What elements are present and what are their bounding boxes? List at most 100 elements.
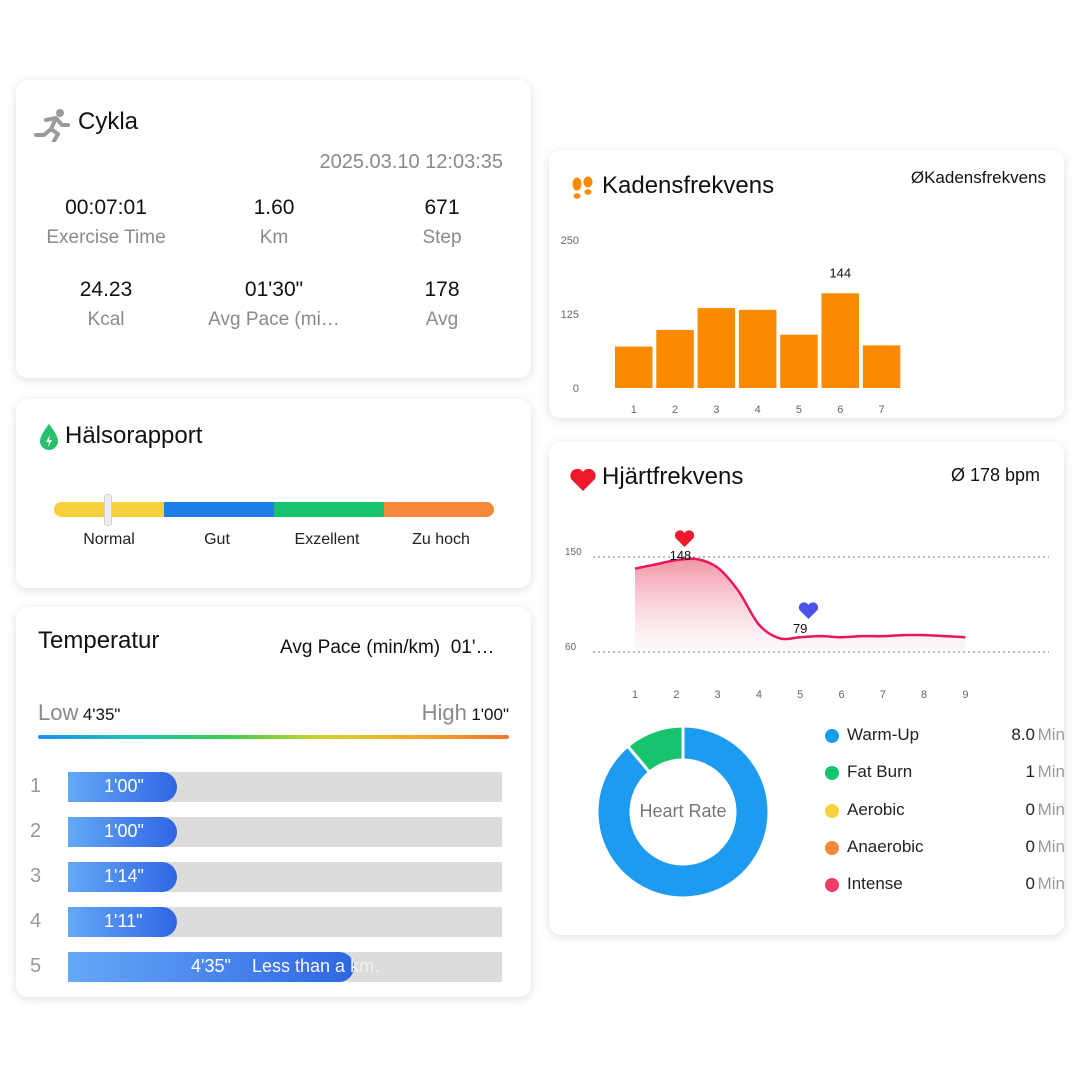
temperature-card: Temperatur Avg Pace (min/km) 01'… Low 4'… bbox=[16, 607, 531, 997]
stat-value: 1.60 bbox=[253, 196, 295, 219]
footsteps-icon bbox=[572, 176, 593, 199]
x-tick-label: 5 bbox=[796, 404, 802, 415]
cadence-bar bbox=[780, 334, 818, 388]
x-tick-label: 2 bbox=[673, 689, 679, 701]
stat-label: Avg bbox=[425, 309, 459, 330]
x-tick-label: 2 bbox=[672, 404, 678, 415]
x-tick-label: 6 bbox=[837, 404, 843, 415]
split-note: Less than a km. bbox=[252, 956, 380, 976]
zone-value: 0 bbox=[1025, 799, 1035, 819]
heart-rate-title: Hjärtfrekvens bbox=[602, 463, 744, 490]
workout-summary-card: Cykla 2025.03.10 12:03:35 00:07:01 Exerc… bbox=[16, 80, 531, 378]
zone-value: 1 bbox=[1025, 762, 1035, 782]
zone-name: Intense bbox=[847, 874, 903, 894]
health-title: Hälsorapport bbox=[65, 422, 203, 449]
pace-gradient-bar bbox=[38, 735, 509, 739]
zone-row: Fat Burn 1 Min bbox=[825, 761, 1065, 785]
split-index: 5 bbox=[30, 955, 42, 977]
low-label: Low 4'35" bbox=[38, 700, 120, 726]
heart-rate-line bbox=[634, 557, 966, 641]
donut-slice bbox=[595, 724, 771, 900]
stat-label: Avg Pace (mi… bbox=[208, 309, 340, 330]
split-index: 2 bbox=[30, 820, 42, 842]
min-heart-icon bbox=[798, 602, 819, 619]
workout-datetime: 2025.03.10 12:03:35 bbox=[319, 151, 503, 173]
split-value: 1'14" bbox=[104, 866, 144, 886]
x-tick-label: 7 bbox=[878, 404, 884, 415]
split-index: 4 bbox=[30, 910, 42, 932]
cadence-bar bbox=[656, 329, 694, 388]
zone-name: Fat Burn bbox=[847, 762, 913, 782]
split-bar bbox=[68, 817, 177, 847]
x-tick-label: 1 bbox=[632, 689, 638, 701]
high-value: 1'00" bbox=[471, 705, 509, 724]
high-text: High bbox=[421, 700, 467, 725]
stat-label: Km bbox=[259, 227, 289, 248]
split-bar bbox=[68, 772, 177, 802]
x-tick-label: 9 bbox=[962, 689, 968, 701]
heart-rate-card: Hjärtfrekvens Ø 178 bpm 150 60 1 2 3 4 5 6 7 8 9 14… bbox=[549, 442, 1065, 935]
cadence-bar bbox=[862, 345, 901, 388]
cadence-bar bbox=[738, 309, 777, 388]
y-tick-label: 0 bbox=[573, 383, 579, 395]
max-value-label: 148 bbox=[670, 548, 692, 563]
high-label: High 1'00" bbox=[422, 700, 509, 726]
zone-row: Aerobic 0 Min bbox=[825, 799, 1065, 823]
zone-color-dot bbox=[825, 878, 839, 893]
stat-value: 00:07:01 bbox=[65, 196, 147, 219]
health-report-card: Hälsorapport Normal Gut Exzellent Zu hoc… bbox=[16, 399, 531, 588]
zone-color-dot bbox=[825, 729, 839, 743]
zone-unit: Min bbox=[1037, 725, 1065, 744]
stat-label: Step bbox=[422, 227, 462, 248]
y-tick-label: 125 bbox=[561, 309, 579, 321]
cadence-bar-chart: 250 125 0 1 2 3 4 5 6 7 144 bbox=[561, 235, 901, 415]
donut-slice bbox=[625, 724, 685, 775]
cadence-title: Kadensfrekvens bbox=[602, 172, 775, 199]
stat-value: 671 bbox=[424, 196, 460, 219]
x-tick-label: 3 bbox=[715, 689, 721, 701]
zone-row: Intense 0 Min bbox=[825, 873, 1065, 897]
zone-value: 8.0 bbox=[1011, 725, 1035, 744]
zone-unit: Min bbox=[1037, 836, 1065, 856]
x-tick-label: 8 bbox=[921, 689, 927, 701]
donut-center-label: Heart Rate bbox=[639, 801, 727, 821]
heart-icon bbox=[570, 468, 596, 491]
scale-segment-zu-hoch bbox=[384, 502, 494, 517]
split-index: 1 bbox=[30, 775, 42, 797]
temperature-title: Temperatur bbox=[38, 627, 160, 654]
cadence-avg-label: ØKadensfrekvens bbox=[910, 168, 1046, 187]
stat-value: 01'30" bbox=[244, 278, 304, 301]
runner-icon bbox=[34, 109, 70, 142]
zone-unit: Min bbox=[1037, 762, 1065, 782]
low-value: 4'35" bbox=[82, 705, 121, 724]
bar-value-label: 144 bbox=[829, 265, 851, 280]
heart-rate-area bbox=[635, 558, 966, 652]
zone-name: Warm-Up bbox=[847, 725, 920, 744]
x-tick-label: 4 bbox=[755, 404, 761, 415]
scale-segment-exzellent bbox=[274, 502, 384, 517]
scale-label: Normal bbox=[83, 531, 135, 548]
zone-color-dot bbox=[825, 803, 839, 818]
zone-value: 0 bbox=[1025, 874, 1035, 894]
heart-rate-line-chart: 150 60 1 2 3 4 5 6 7 8 9 148 79 bbox=[565, 530, 1049, 701]
y-tick-label: 60 bbox=[565, 642, 577, 653]
zone-name: Aerobic bbox=[847, 799, 905, 819]
y-tick-label: 150 bbox=[565, 547, 582, 558]
split-bar bbox=[68, 862, 177, 892]
stat-label: Exercise Time bbox=[46, 227, 166, 248]
x-tick-label: 5 bbox=[797, 689, 803, 701]
x-tick-label: 7 bbox=[880, 689, 886, 701]
health-scale-bar bbox=[54, 502, 494, 517]
x-tick-label: 1 bbox=[631, 404, 637, 415]
min-value-label: 79 bbox=[793, 621, 807, 636]
zone-row: Anaerobic 0 Min bbox=[825, 836, 1065, 860]
scale-label: Gut bbox=[204, 531, 230, 548]
cadence-bar bbox=[697, 308, 736, 388]
x-tick-label: 6 bbox=[838, 689, 844, 701]
zone-unit: Min bbox=[1037, 874, 1065, 894]
zone-value: 0 bbox=[1025, 836, 1035, 856]
x-tick-label: 4 bbox=[756, 689, 762, 701]
split-index: 3 bbox=[30, 865, 42, 887]
workout-title: Cykla bbox=[78, 108, 139, 135]
zone-color-dot bbox=[825, 840, 839, 855]
